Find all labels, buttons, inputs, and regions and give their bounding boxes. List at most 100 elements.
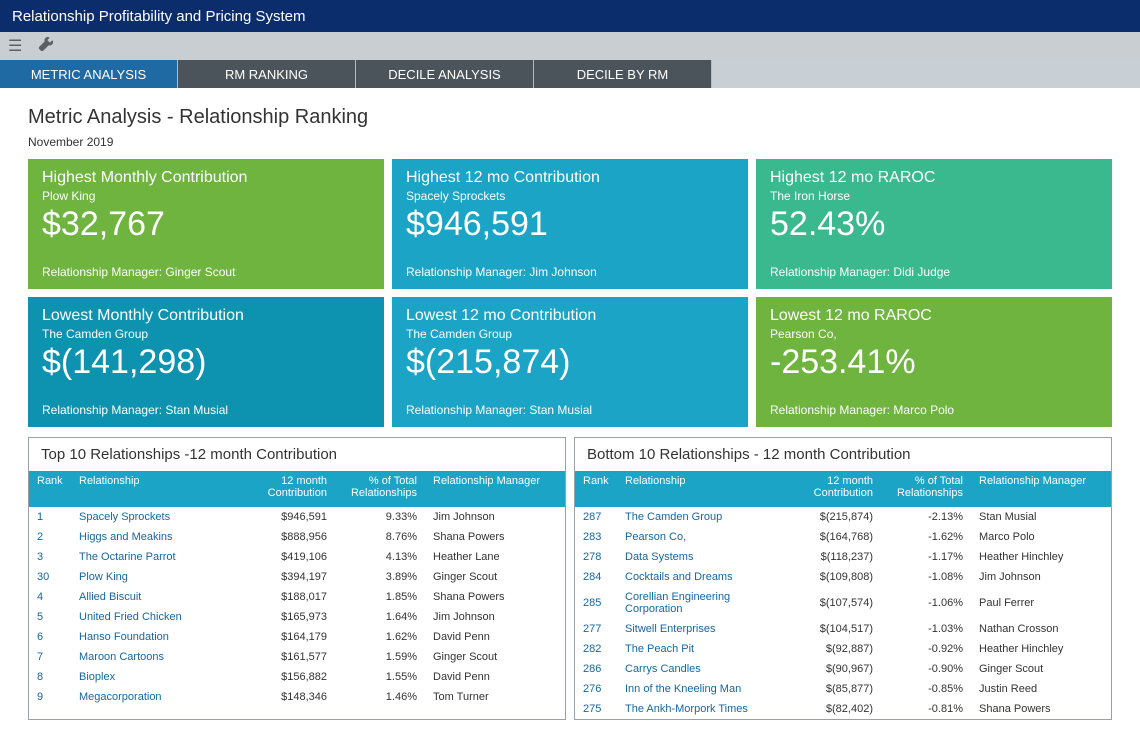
- col-rank: Rank: [29, 471, 71, 507]
- cell-manager: Stan Musial: [971, 507, 1111, 527]
- cell-contribution: $(92,887): [791, 639, 881, 659]
- card-subtitle: The Camden Group: [42, 327, 370, 341]
- col-contribution: 12 monthContribution: [245, 471, 335, 507]
- cell-pct: -0.85%: [881, 679, 971, 699]
- metric-card[interactable]: Lowest 12 mo RAROCPearson Co,-253.41%Rel…: [756, 297, 1112, 427]
- cell-contribution: $156,882: [245, 667, 335, 687]
- table-row[interactable]: 284Cocktails and Dreams$(109,808)-1.08%J…: [575, 567, 1111, 587]
- cell-manager: Jim Johnson: [971, 567, 1111, 587]
- top-table-title: Top 10 Relationships -12 month Contribut…: [29, 438, 565, 471]
- top-table-card: Top 10 Relationships -12 month Contribut…: [28, 437, 566, 720]
- cell-relationship: The Octarine Parrot: [71, 547, 245, 567]
- cell-relationship: Cocktails and Dreams: [617, 567, 791, 587]
- cell-rank: 286: [575, 659, 617, 679]
- cell-contribution: $161,577: [245, 647, 335, 667]
- table-row[interactable]: 277Sitwell Enterprises$(104,517)-1.03%Na…: [575, 619, 1111, 639]
- tab-label: RM RANKING: [225, 67, 308, 82]
- table-row[interactable]: 6Hanso Foundation$164,1791.62%David Penn: [29, 627, 565, 647]
- cell-contribution: $419,106: [245, 547, 335, 567]
- cell-pct: -1.62%: [881, 527, 971, 547]
- card-value: $(141,298): [42, 345, 370, 379]
- tab-rm-ranking[interactable]: RM RANKING: [178, 60, 356, 88]
- metric-card[interactable]: Lowest Monthly ContributionThe Camden Gr…: [28, 297, 384, 427]
- card-subtitle: Pearson Co,: [770, 327, 1098, 341]
- cell-manager: David Penn: [425, 627, 565, 647]
- cell-relationship: Maroon Cartoons: [71, 647, 245, 667]
- table-row[interactable]: 278Data Systems$(118,237)-1.17%Heather H…: [575, 547, 1111, 567]
- cell-pct: -1.03%: [881, 619, 971, 639]
- tab-label: DECILE BY RM: [577, 67, 669, 82]
- cell-manager: Tom Turner: [425, 687, 565, 707]
- cell-relationship: Pearson Co,: [617, 527, 791, 547]
- tab-label: METRIC ANALYSIS: [31, 67, 146, 82]
- col-manager: Relationship Manager: [425, 471, 565, 507]
- cell-rank: 8: [29, 667, 71, 687]
- cell-pct: -0.92%: [881, 639, 971, 659]
- cell-rank: 1: [29, 507, 71, 527]
- cell-pct: -1.17%: [881, 547, 971, 567]
- tab-decile-by-rm[interactable]: DECILE BY RM: [534, 60, 712, 88]
- cell-manager: Heather Hinchley: [971, 639, 1111, 659]
- card-value: $(215,874): [406, 345, 734, 379]
- metric-card[interactable]: Lowest 12 mo ContributionThe Camden Grou…: [392, 297, 748, 427]
- wrench-icon[interactable]: [38, 36, 54, 57]
- table-row[interactable]: 282The Peach Pit$(92,887)-0.92%Heather H…: [575, 639, 1111, 659]
- cell-contribution: $(164,768): [791, 527, 881, 547]
- cell-contribution: $165,973: [245, 607, 335, 627]
- table-row[interactable]: 2Higgs and Meakins$888,9568.76%Shana Pow…: [29, 527, 565, 547]
- cell-relationship: The Camden Group: [617, 507, 791, 527]
- cell-pct: 3.89%: [335, 567, 425, 587]
- cell-pct: 1.64%: [335, 607, 425, 627]
- table-row[interactable]: 285Corellian Engineering Corporation$(10…: [575, 587, 1111, 619]
- tab-decile-analysis[interactable]: DECILE ANALYSIS: [356, 60, 534, 88]
- card-subtitle: Plow King: [42, 189, 370, 203]
- cell-pct: -2.13%: [881, 507, 971, 527]
- cell-contribution: $164,179: [245, 627, 335, 647]
- table-row[interactable]: 3The Octarine Parrot$419,1064.13%Heather…: [29, 547, 565, 567]
- table-row[interactable]: 286Carrys Candles$(90,967)-0.90%Ginger S…: [575, 659, 1111, 679]
- table-row[interactable]: 9Megacorporation$148,3461.46%Tom Turner: [29, 687, 565, 707]
- table-row[interactable]: 275The Ankh-Morpork Times$(82,402)-0.81%…: [575, 699, 1111, 719]
- cell-relationship: Plow King: [71, 567, 245, 587]
- col-rank: Rank: [575, 471, 617, 507]
- table-row[interactable]: 283Pearson Co,$(164,768)-1.62%Marco Polo: [575, 527, 1111, 547]
- cell-rank: 30: [29, 567, 71, 587]
- cell-manager: Ginger Scout: [971, 659, 1111, 679]
- card-manager: Relationship Manager: Marco Polo: [770, 403, 1098, 417]
- cell-pct: -1.08%: [881, 567, 971, 587]
- table-row[interactable]: 8Bioplex$156,8821.55%David Penn: [29, 667, 565, 687]
- tab-metric-analysis[interactable]: METRIC ANALYSIS: [0, 60, 178, 88]
- table-row[interactable]: 287The Camden Group$(215,874)-2.13%Stan …: [575, 507, 1111, 527]
- cell-rank: 2: [29, 527, 71, 547]
- cell-pct: 4.13%: [335, 547, 425, 567]
- cell-rank: 5: [29, 607, 71, 627]
- metric-card[interactable]: Highest 12 mo RAROCThe Iron Horse52.43%R…: [756, 159, 1112, 289]
- cell-manager: Shana Powers: [425, 587, 565, 607]
- cell-relationship: United Fried Chicken: [71, 607, 245, 627]
- cell-rank: 284: [575, 567, 617, 587]
- table-row[interactable]: 276Inn of the Kneeling Man$(85,877)-0.85…: [575, 679, 1111, 699]
- cell-manager: Jim Johnson: [425, 507, 565, 527]
- table-row[interactable]: 30Plow King$394,1973.89%Ginger Scout: [29, 567, 565, 587]
- cell-relationship: Inn of the Kneeling Man: [617, 679, 791, 699]
- table-row[interactable]: 5United Fried Chicken$165,9731.64%Jim Jo…: [29, 607, 565, 627]
- cell-pct: 1.62%: [335, 627, 425, 647]
- cell-manager: Justin Reed: [971, 679, 1111, 699]
- table-row[interactable]: 1Spacely Sprockets$946,5919.33%Jim Johns…: [29, 507, 565, 527]
- cell-contribution: $(85,877): [791, 679, 881, 699]
- menu-icon[interactable]: ☰: [8, 36, 22, 56]
- metric-card[interactable]: Highest Monthly Contribution Plow King $32…: [28, 159, 384, 289]
- cell-contribution: $946,591: [245, 507, 335, 527]
- card-value: $32,767: [42, 207, 370, 241]
- table-row[interactable]: 7Maroon Cartoons$161,5771.59%Ginger Scou…: [29, 647, 565, 667]
- cell-rank: 9: [29, 687, 71, 707]
- cell-pct: -0.81%: [881, 699, 971, 719]
- metric-card[interactable]: Highest 12 mo ContributionSpacely Sprock…: [392, 159, 748, 289]
- cell-contribution: $(82,402): [791, 699, 881, 719]
- cell-relationship: Bioplex: [71, 667, 245, 687]
- bottom-table-card: Bottom 10 Relationships - 12 month Contr…: [574, 437, 1112, 720]
- card-subtitle: Spacely Sprockets: [406, 189, 734, 203]
- page-date: November 2019: [28, 135, 1112, 149]
- table-row[interactable]: 4Allied Biscuit$188,0171.85%Shana Powers: [29, 587, 565, 607]
- card-title: Highest Monthly Contribution: [42, 169, 370, 187]
